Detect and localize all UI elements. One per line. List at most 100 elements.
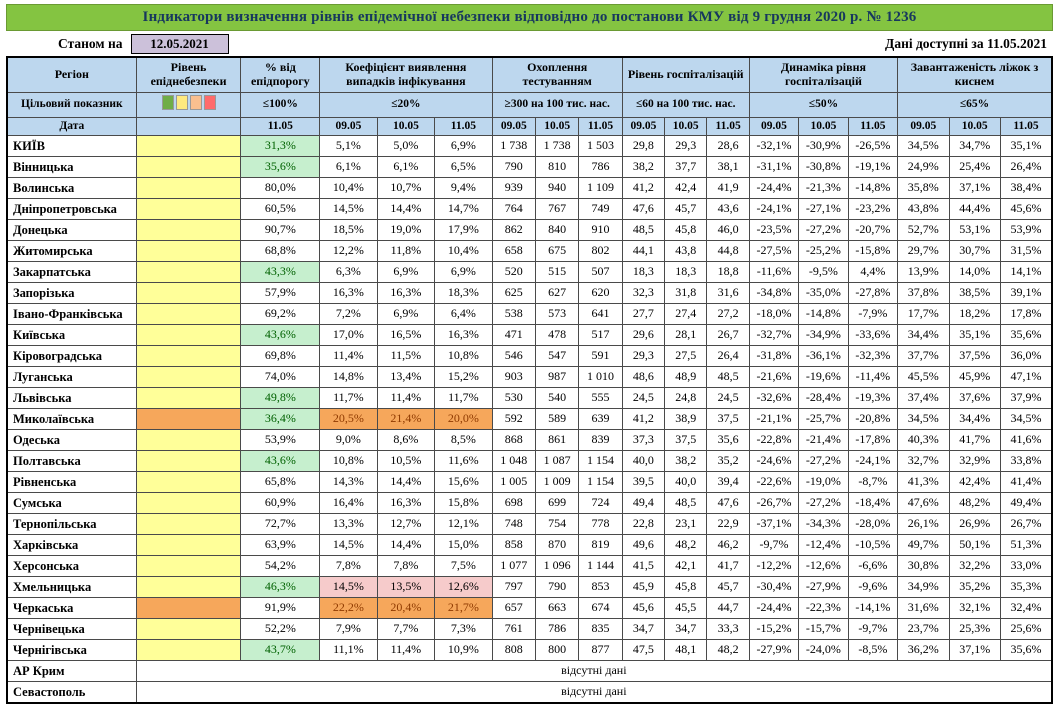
group-header-4: Рівень госпіталізацій	[621, 56, 750, 93]
testing-coverage: 790	[491, 156, 536, 178]
hospitalization-dynamics: -28,0%	[847, 513, 899, 535]
hospitalization-level: 45,8	[664, 219, 708, 241]
detection-coef: 10,9%	[434, 639, 493, 661]
hospitalization-dynamics: -27,1%	[798, 198, 849, 220]
detection-coef: 11,7%	[319, 387, 378, 409]
risk-level-legend	[135, 92, 242, 118]
pct-of-threshold: 80,0%	[240, 177, 321, 199]
detection-coef: 14,8%	[319, 366, 378, 388]
legend-swatch	[189, 95, 202, 111]
testing-coverage: 786	[578, 156, 623, 178]
hospitalization-level: 33,3	[706, 618, 750, 640]
detection-coef: 6,5%	[434, 156, 493, 178]
pct-of-threshold: 90,7%	[240, 219, 321, 241]
testing-coverage: 767	[534, 198, 580, 220]
hospitalization-level: 37,5	[664, 429, 708, 451]
hospitalization-level: 47,5	[621, 639, 666, 661]
hospitalization-dynamics: -18,0%	[748, 303, 800, 325]
hospitalization-level: 34,7	[664, 618, 708, 640]
date-header: 10.05	[664, 117, 708, 136]
testing-coverage: 620	[578, 282, 623, 304]
oxygen-beds-load: 17,7%	[897, 303, 950, 325]
oxygen-beds-load: 53,9%	[999, 219, 1053, 241]
hospitalization-dynamics: -30,4%	[748, 576, 800, 598]
region-name: Миколаївська	[6, 408, 137, 430]
detection-coef: 9,0%	[319, 429, 378, 451]
testing-coverage: 853	[578, 576, 623, 598]
testing-coverage: 764	[491, 198, 536, 220]
hospitalization-level: 43,6	[706, 198, 750, 220]
oxygen-beds-load: 41,3%	[897, 471, 950, 493]
oxygen-beds-load: 34,5%	[897, 135, 950, 157]
detection-coef: 6,3%	[319, 261, 378, 283]
testing-coverage: 538	[491, 303, 536, 325]
hospitalization-dynamics: -15,2%	[748, 618, 800, 640]
target-value-3: ≥300 на 100 тис. нас.	[491, 92, 623, 118]
risk-level-cell	[135, 450, 242, 472]
pct-of-threshold: 65,8%	[240, 471, 321, 493]
hospitalization-level: 44,8	[706, 240, 750, 262]
no-data-cell: відсутні дані	[135, 681, 1053, 704]
table-row: Рівненська 65,8% 14,3% 14,4% 15,6% 1 005 1 009…	[6, 471, 1053, 493]
date-header: 10.05	[948, 117, 1001, 136]
hospitalization-level: 37,3	[621, 429, 666, 451]
hospitalization-dynamics: -18,4%	[847, 492, 899, 514]
region-name: Донецька	[6, 219, 137, 241]
hospitalization-level: 40,0	[664, 471, 708, 493]
risk-level-cell	[135, 513, 242, 535]
as-of-label: Станом на	[58, 35, 123, 51]
pct-of-threshold: 63,9%	[240, 534, 321, 556]
oxygen-beds-load: 32,9%	[948, 450, 1001, 472]
hospitalization-dynamics: -31,8%	[748, 345, 800, 367]
oxygen-beds-load: 39,1%	[999, 282, 1053, 304]
testing-coverage: 1 738	[491, 135, 536, 157]
oxygen-beds-load: 26,1%	[897, 513, 950, 535]
detection-coef: 11,1%	[319, 639, 378, 661]
hospitalization-level: 24,5	[706, 387, 750, 409]
region-name: Херсонська	[6, 555, 137, 577]
hospitalization-dynamics: -10,5%	[847, 534, 899, 556]
oxygen-beds-load: 14,1%	[999, 261, 1053, 283]
detection-coef: 12,7%	[376, 513, 436, 535]
hospitalization-dynamics: -15,7%	[798, 618, 849, 640]
hospitalization-level: 42,4	[664, 177, 708, 199]
testing-coverage: 658	[491, 240, 536, 262]
hospitalization-level: 26,7	[706, 324, 750, 346]
testing-coverage: 627	[534, 282, 580, 304]
detection-coef: 6,4%	[434, 303, 493, 325]
oxygen-beds-load: 13,9%	[897, 261, 950, 283]
oxygen-beds-load: 34,5%	[897, 408, 950, 430]
table-row-no-data: АР Крим відсутні дані	[6, 660, 1053, 682]
date-header: 10.05	[798, 117, 849, 136]
region-name: Черкаська	[6, 597, 137, 619]
detection-coef: 10,7%	[376, 177, 436, 199]
as-of-date: 12.05.2021	[130, 33, 229, 54]
region-name: Кіровоградська	[6, 345, 137, 367]
testing-coverage: 802	[578, 240, 623, 262]
table-row: Одеська 53,9% 9,0% 8,6% 8,5% 868 861 839 37,3 37,…	[6, 429, 1053, 451]
hospitalization-dynamics: -24,1%	[748, 198, 800, 220]
oxygen-beds-load: 47,1%	[999, 366, 1053, 388]
risk-level-cell	[135, 282, 242, 304]
oxygen-beds-load: 51,3%	[999, 534, 1053, 556]
testing-coverage: 754	[534, 513, 580, 535]
hospitalization-level: 45,9	[621, 576, 666, 598]
hospitalization-dynamics: -24,4%	[748, 177, 800, 199]
data-available-date: 11.05.2021	[986, 35, 1047, 51]
table-row: Закарпатська 43,3% 6,3% 6,9% 6,9% 520 515 507 18…	[6, 261, 1053, 283]
oxygen-beds-load: 24,9%	[897, 156, 950, 178]
region-name: Житомирська	[6, 240, 137, 262]
hospitalization-dynamics: -26,7%	[748, 492, 800, 514]
hospitalization-level: 49,4	[621, 492, 666, 514]
hospitalization-level: 48,5	[706, 366, 750, 388]
oxygen-beds-load: 34,9%	[897, 576, 950, 598]
hospitalization-level: 35,2	[706, 450, 750, 472]
risk-level-cell	[135, 156, 242, 178]
hospitalization-dynamics: -31,1%	[748, 156, 800, 178]
detection-coef: 16,3%	[376, 282, 436, 304]
oxygen-beds-load: 45,5%	[897, 366, 950, 388]
hospitalization-dynamics: -27,2%	[798, 219, 849, 241]
testing-coverage: 1 005	[491, 471, 536, 493]
detection-coef: 10,8%	[434, 345, 493, 367]
hospitalization-dynamics: -22,8%	[748, 429, 800, 451]
